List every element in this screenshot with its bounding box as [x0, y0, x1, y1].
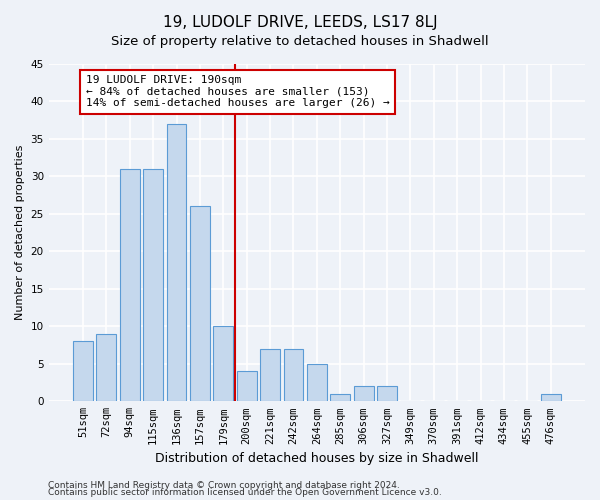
Bar — [353, 386, 374, 402]
Bar — [190, 206, 210, 402]
X-axis label: Distribution of detached houses by size in Shadwell: Distribution of detached houses by size … — [155, 452, 479, 465]
Text: 19 LUDOLF DRIVE: 190sqm
← 84% of detached houses are smaller (153)
14% of semi-d: 19 LUDOLF DRIVE: 190sqm ← 84% of detache… — [86, 75, 389, 108]
Bar — [97, 334, 116, 402]
Text: Contains public sector information licensed under the Open Government Licence v3: Contains public sector information licen… — [48, 488, 442, 497]
Bar — [214, 326, 233, 402]
Bar — [260, 349, 280, 402]
Text: 19, LUDOLF DRIVE, LEEDS, LS17 8LJ: 19, LUDOLF DRIVE, LEEDS, LS17 8LJ — [163, 15, 437, 30]
Bar — [237, 372, 257, 402]
Text: Size of property relative to detached houses in Shadwell: Size of property relative to detached ho… — [111, 35, 489, 48]
Bar — [377, 386, 397, 402]
Bar — [541, 394, 560, 402]
Bar — [73, 342, 93, 402]
Bar — [307, 364, 327, 402]
Bar — [284, 349, 304, 402]
Bar — [330, 394, 350, 402]
Y-axis label: Number of detached properties: Number of detached properties — [15, 145, 25, 320]
Bar — [167, 124, 187, 402]
Bar — [120, 169, 140, 402]
Bar — [143, 169, 163, 402]
Text: Contains HM Land Registry data © Crown copyright and database right 2024.: Contains HM Land Registry data © Crown c… — [48, 480, 400, 490]
